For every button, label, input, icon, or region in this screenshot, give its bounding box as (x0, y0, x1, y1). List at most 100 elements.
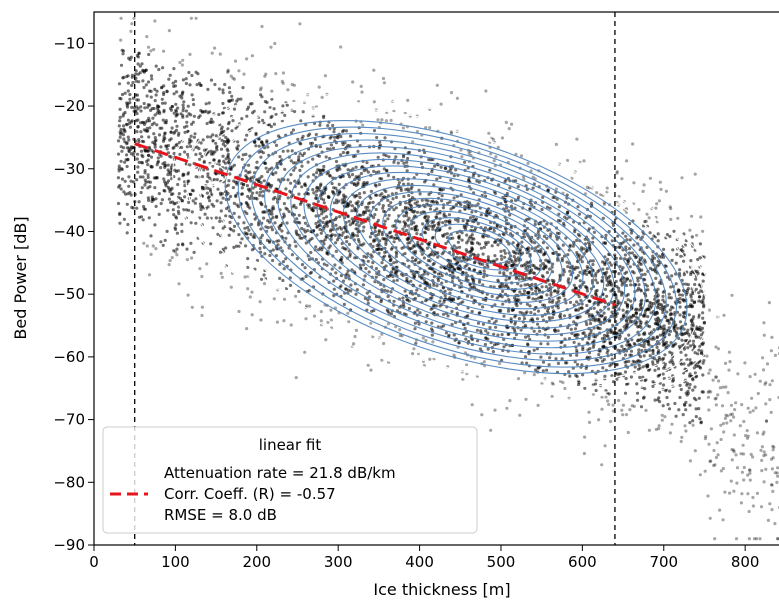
scatter-point (411, 140, 415, 144)
scatter-point (258, 88, 263, 92)
scatter-point (488, 168, 492, 172)
scatter-point (122, 137, 126, 141)
scatter-point (162, 49, 166, 53)
scatter-point (329, 228, 333, 232)
scatter-point (764, 453, 768, 457)
scatter-point (306, 160, 310, 164)
scatter-point (529, 310, 533, 315)
scatter-point (137, 51, 141, 56)
scatter-point (310, 208, 314, 212)
scatter-point (314, 245, 318, 249)
scatter-point (189, 221, 193, 225)
scatter-point (541, 369, 545, 373)
scatter-point (242, 72, 246, 76)
scatter-point (358, 263, 362, 267)
scatter-point (499, 238, 503, 242)
scatter-point (643, 272, 647, 276)
scatter-point (563, 361, 568, 365)
scatter-point (346, 168, 350, 172)
scatter-point (176, 106, 180, 110)
scatter-point (229, 228, 233, 232)
scatter-point (734, 453, 738, 457)
scatter-point (256, 178, 260, 182)
scatter-point (664, 315, 668, 319)
scatter-point (663, 271, 667, 275)
scatter-point (232, 77, 236, 81)
scatter-point (686, 328, 690, 332)
scatter-point (680, 338, 684, 342)
scatter-point (540, 207, 544, 212)
scatter-point (125, 153, 129, 157)
scatter-point (659, 255, 663, 259)
scatter-point (321, 220, 325, 224)
scatter-point (657, 199, 662, 203)
scatter-point (250, 313, 254, 317)
scatter-point (669, 317, 673, 321)
scatter-point (353, 195, 357, 199)
scatter-point (567, 277, 571, 281)
scatter-point (263, 161, 267, 165)
scatter-point (627, 359, 631, 363)
scatter-point (502, 233, 506, 237)
scatter-point (154, 197, 158, 201)
scatter-point (516, 282, 520, 286)
scatter-point (578, 270, 582, 274)
scatter-point (628, 251, 632, 255)
scatter-point (315, 196, 319, 200)
scatter-point (575, 251, 579, 255)
scatter-point (234, 244, 239, 248)
scatter-point (610, 239, 614, 243)
scatter-point (331, 176, 335, 180)
scatter-point (184, 77, 188, 81)
scatter-point (281, 81, 285, 85)
scatter-point (748, 410, 752, 414)
scatter-point (703, 437, 708, 441)
scatter-point (139, 121, 143, 125)
scatter-point (646, 307, 650, 311)
scatter-point (394, 206, 398, 210)
scatter-point (438, 304, 442, 308)
scatter-point (715, 441, 719, 445)
scatter-point (154, 64, 158, 68)
scatter-point (392, 175, 396, 179)
scatter-point (701, 316, 705, 320)
scatter-point (260, 203, 264, 207)
scatter-point (166, 163, 170, 167)
scatter-point (223, 82, 227, 87)
scatter-point (663, 353, 667, 357)
scatter-point (643, 220, 647, 224)
scatter-point (585, 272, 589, 276)
scatter-point (402, 182, 406, 186)
scatter-point (615, 171, 619, 175)
scatter-point (341, 279, 346, 283)
scatter-point (762, 480, 766, 484)
scatter-point (348, 200, 353, 204)
scatter-point (146, 80, 151, 84)
scatter-point (136, 72, 140, 76)
scatter-point (437, 223, 441, 227)
scatter-point (682, 332, 687, 336)
scatter-point (167, 29, 171, 33)
scatter-point (662, 247, 666, 251)
scatter-point (490, 244, 494, 248)
scatter-point (773, 353, 778, 357)
scatter-point (532, 373, 536, 377)
scatter-point (245, 114, 249, 118)
scatter-point (118, 211, 122, 215)
scatter-point (290, 253, 294, 257)
scatter-point (605, 186, 609, 190)
scatter-point (605, 267, 609, 271)
scatter-point (181, 106, 185, 110)
scatter-point (404, 201, 408, 205)
scatter-point (270, 97, 274, 101)
scatter-point (282, 267, 286, 271)
scatter-point (262, 216, 266, 220)
scatter-point (640, 343, 644, 348)
scatter-point (262, 179, 266, 183)
scatter-point (341, 129, 345, 134)
scatter-point (701, 272, 705, 276)
scatter-point (329, 318, 333, 322)
scatter-point (663, 362, 668, 366)
scatter-point (269, 45, 273, 49)
scatter-point (373, 213, 377, 217)
